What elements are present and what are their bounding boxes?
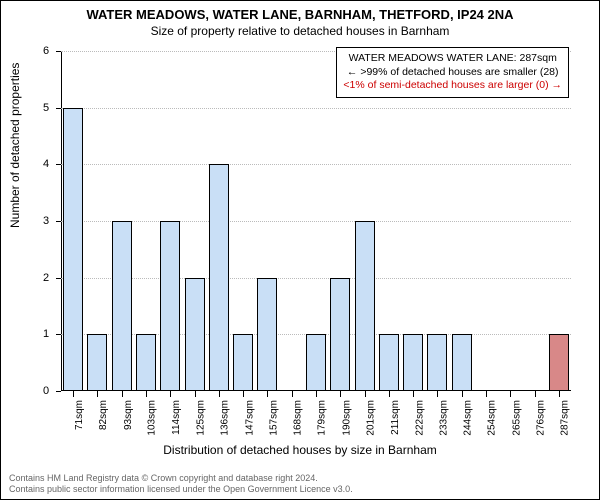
- x-tick-label: 114sqm: [171, 400, 182, 435]
- y-tick-mark: [56, 391, 61, 392]
- bar: [427, 334, 447, 391]
- y-axis-label: Number of detached properties: [8, 63, 22, 228]
- x-tick-mark: [97, 391, 98, 397]
- bar: [355, 221, 375, 391]
- gridline: [61, 108, 571, 109]
- gridline: [61, 278, 571, 279]
- x-tick-mark: [365, 391, 366, 397]
- x-tick-label: 233sqm: [438, 400, 449, 436]
- x-tick-label: 93sqm: [123, 400, 134, 430]
- y-tick-mark: [56, 51, 61, 52]
- x-tick-label: 222sqm: [414, 400, 425, 436]
- gridline: [61, 221, 571, 222]
- bar: [330, 278, 350, 391]
- y-tick-mark: [56, 278, 61, 279]
- x-tick-mark: [292, 391, 293, 397]
- x-tick-mark: [389, 391, 390, 397]
- x-tick-mark: [243, 391, 244, 397]
- x-tick-mark: [535, 391, 536, 397]
- bar: [136, 334, 156, 391]
- annotation-box: WATER MEADOWS WATER LANE: 287sqm ← >99% …: [336, 47, 569, 98]
- y-tick-label: 5: [43, 102, 49, 114]
- x-tick-label: 244sqm: [463, 400, 474, 436]
- x-tick-mark: [122, 391, 123, 397]
- x-tick-label: 157sqm: [268, 400, 279, 436]
- chart-title-2: Size of property relative to detached ho…: [1, 24, 599, 38]
- footer-line2: Contains public sector information licen…: [9, 484, 353, 495]
- bar: [112, 221, 132, 391]
- y-tick-mark: [56, 221, 61, 222]
- x-tick-label: 287sqm: [560, 400, 571, 436]
- annotation-line1: WATER MEADOWS WATER LANE: 287sqm: [343, 52, 562, 66]
- chart-title-1: WATER MEADOWS, WATER LANE, BARNHAM, THET…: [1, 7, 599, 22]
- annotation-line3: <1% of semi-detached houses are larger (…: [343, 79, 562, 93]
- x-tick-label: 147sqm: [244, 400, 255, 436]
- bar: [452, 334, 472, 391]
- x-tick-mark: [486, 391, 487, 397]
- y-tick-label: 1: [43, 328, 49, 340]
- x-tick-mark: [559, 391, 560, 397]
- x-tick-label: 168sqm: [293, 400, 304, 436]
- bar: [379, 334, 399, 391]
- x-tick-label: 103sqm: [147, 400, 158, 436]
- y-tick-label: 2: [43, 272, 49, 284]
- x-tick-label: 71sqm: [74, 400, 85, 430]
- footer-line1: Contains HM Land Registry data © Crown c…: [9, 473, 353, 484]
- y-tick-mark: [56, 164, 61, 165]
- y-tick-mark: [56, 334, 61, 335]
- x-tick-label: 276sqm: [536, 400, 547, 436]
- x-tick-mark: [316, 391, 317, 397]
- x-tick-mark: [413, 391, 414, 397]
- x-tick-mark: [267, 391, 268, 397]
- x-tick-label: 201sqm: [366, 400, 377, 436]
- x-tick-mark: [462, 391, 463, 397]
- x-tick-label: 190sqm: [341, 400, 352, 436]
- y-tick-label: 0: [43, 385, 49, 397]
- y-tick-label: 3: [43, 215, 49, 227]
- x-tick-mark: [195, 391, 196, 397]
- annotation-line2: ← >99% of detached houses are smaller (2…: [343, 66, 562, 80]
- bar: [63, 108, 83, 391]
- bar: [209, 164, 229, 391]
- bar: [87, 334, 107, 391]
- bar: [306, 334, 326, 391]
- x-tick-label: 211sqm: [390, 400, 401, 435]
- x-tick-label: 82sqm: [98, 400, 109, 430]
- bar: [549, 334, 569, 391]
- x-tick-mark: [340, 391, 341, 397]
- bar: [160, 221, 180, 391]
- bar: [185, 278, 205, 391]
- y-tick-label: 4: [43, 158, 49, 170]
- x-tick-mark: [437, 391, 438, 397]
- x-axis-label: Distribution of detached houses by size …: [1, 443, 599, 457]
- gridline: [61, 164, 571, 165]
- x-tick-mark: [73, 391, 74, 397]
- bar: [403, 334, 423, 391]
- x-tick-label: 136sqm: [220, 400, 231, 436]
- footer-text: Contains HM Land Registry data © Crown c…: [9, 473, 353, 495]
- chart-container: WATER MEADOWS, WATER LANE, BARNHAM, THET…: [0, 0, 600, 500]
- y-tick-label: 6: [43, 45, 49, 57]
- y-tick-mark: [56, 108, 61, 109]
- x-tick-mark: [510, 391, 511, 397]
- x-tick-label: 125sqm: [196, 400, 207, 436]
- x-tick-label: 179sqm: [317, 400, 328, 436]
- x-tick-mark: [219, 391, 220, 397]
- bar: [233, 334, 253, 391]
- x-tick-mark: [170, 391, 171, 397]
- x-tick-label: 254sqm: [487, 400, 498, 436]
- plot-area: 012345671sqm82sqm93sqm103sqm114sqm125sqm…: [61, 51, 571, 391]
- x-tick-label: 265sqm: [511, 400, 522, 436]
- bar: [257, 278, 277, 391]
- x-tick-mark: [146, 391, 147, 397]
